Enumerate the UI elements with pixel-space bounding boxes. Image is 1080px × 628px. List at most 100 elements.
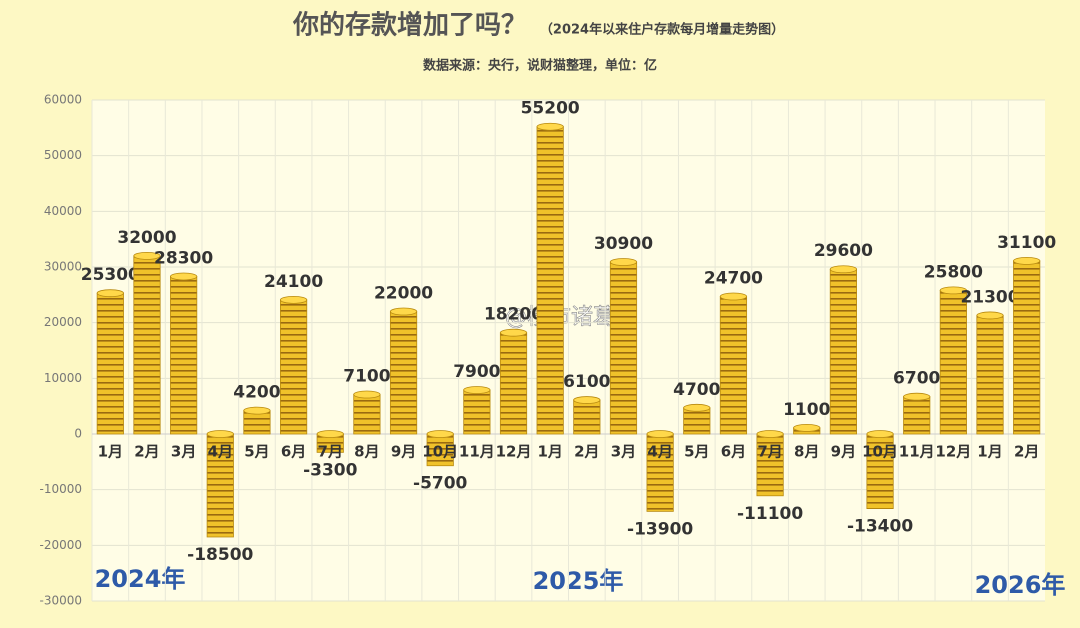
y-tick-label: 20000 <box>44 315 82 329</box>
y-tick-label: -20000 <box>39 538 82 552</box>
value-label: 31100 <box>997 233 1056 253</box>
x-tick-label: 11月 <box>459 443 495 461</box>
value-label: -5700 <box>413 474 468 494</box>
x-tick-label: 5月 <box>684 443 709 461</box>
coin-top <box>133 251 161 260</box>
year-label: 2026年 <box>975 571 1066 599</box>
x-tick-label: 9月 <box>831 443 856 461</box>
value-label: -13400 <box>847 517 913 537</box>
x-tick-label: 2月 <box>574 443 599 461</box>
value-label: 18200 <box>484 305 543 325</box>
x-tick-label: 4月 <box>208 443 233 461</box>
bar <box>96 292 124 435</box>
bar <box>829 268 857 435</box>
x-tick-label: 11月 <box>899 443 935 461</box>
bar <box>499 332 528 435</box>
y-tick-label: 10000 <box>44 371 82 385</box>
x-tick-label: 3月 <box>611 443 636 461</box>
coin-top <box>96 289 124 298</box>
x-tick-label: 1月 <box>537 443 562 461</box>
x-tick-label: 8月 <box>354 443 379 461</box>
coin-top <box>170 272 198 281</box>
coin-top <box>536 122 564 131</box>
y-tick-label: 0 <box>74 427 82 441</box>
value-label: 25300 <box>81 265 140 285</box>
bar <box>903 396 931 435</box>
bar <box>756 433 784 497</box>
coin-top <box>976 311 1004 320</box>
value-label: 4700 <box>673 380 720 400</box>
x-tick-label: 10月 <box>862 443 898 461</box>
coin-top <box>463 386 491 394</box>
y-tick-label: -10000 <box>39 482 82 496</box>
coin-top <box>609 258 638 266</box>
bar <box>536 126 564 435</box>
x-tick-label: 10月 <box>422 443 458 461</box>
bar <box>939 289 967 435</box>
chart-subtitle: （2024年以来住户存款每月增量走势图） <box>540 22 784 38</box>
bar <box>609 261 638 435</box>
coin-top <box>573 396 601 404</box>
coin-top <box>499 328 528 337</box>
x-tick-label: 12月 <box>496 443 532 461</box>
coin-top <box>939 286 967 295</box>
value-label: 29600 <box>814 241 873 261</box>
value-label: 28300 <box>154 248 213 268</box>
value-label: 25800 <box>924 262 983 282</box>
bar <box>353 394 381 435</box>
chart-title: 你的存款增加了吗？ <box>292 10 527 41</box>
value-label: 6100 <box>563 372 610 392</box>
x-tick-label: 3月 <box>171 443 196 461</box>
coin-top <box>646 430 674 438</box>
x-tick-label: 7月 <box>318 443 343 461</box>
value-label: 22000 <box>374 284 433 304</box>
year-label: 2024年 <box>95 565 186 593</box>
value-label: 32000 <box>117 228 176 248</box>
value-label: 7900 <box>453 362 500 382</box>
bar <box>1013 260 1041 435</box>
bar <box>573 399 601 435</box>
coin-top <box>426 430 454 438</box>
source-note: 数据来源：央行，说财猫整理，单位：亿 <box>423 58 657 74</box>
coin-top <box>903 392 931 401</box>
coin-top <box>353 390 381 399</box>
x-tick-label: 1月 <box>98 443 123 461</box>
value-label: 30900 <box>594 234 653 254</box>
bar <box>280 299 308 435</box>
bar <box>133 255 161 435</box>
value-label: 4200 <box>233 383 280 403</box>
year-label: 2025年 <box>533 567 624 595</box>
x-tick-label: 1月 <box>977 443 1002 461</box>
coin-top <box>206 430 234 438</box>
y-tick-label: 30000 <box>44 260 82 274</box>
coin-top <box>683 403 711 412</box>
bar <box>683 407 711 435</box>
coin-top <box>1013 256 1041 265</box>
value-label: 1100 <box>783 400 830 420</box>
coin-top <box>243 406 271 415</box>
bar <box>463 389 491 435</box>
x-tick-label: 9月 <box>391 443 416 461</box>
value-label: 55200 <box>521 99 580 119</box>
value-label: -11100 <box>737 504 803 524</box>
y-tick-label: 60000 <box>44 93 82 107</box>
coin-top <box>793 423 821 432</box>
value-label: 7100 <box>343 366 390 386</box>
coin-top <box>719 292 748 301</box>
x-tick-label: 6月 <box>281 443 306 461</box>
value-label: 21300 <box>960 287 1019 307</box>
value-label: -3300 <box>303 460 358 480</box>
bar <box>719 296 748 435</box>
bar <box>206 433 234 538</box>
bar <box>170 276 198 435</box>
bar <box>389 311 418 435</box>
bar <box>866 433 894 509</box>
coin-top <box>829 265 857 274</box>
x-tick-label: 5月 <box>244 443 269 461</box>
value-label: 24700 <box>704 269 763 289</box>
bar <box>976 315 1004 435</box>
value-label: -18500 <box>187 545 253 565</box>
coin-top <box>756 430 784 438</box>
coin-top <box>866 430 894 438</box>
